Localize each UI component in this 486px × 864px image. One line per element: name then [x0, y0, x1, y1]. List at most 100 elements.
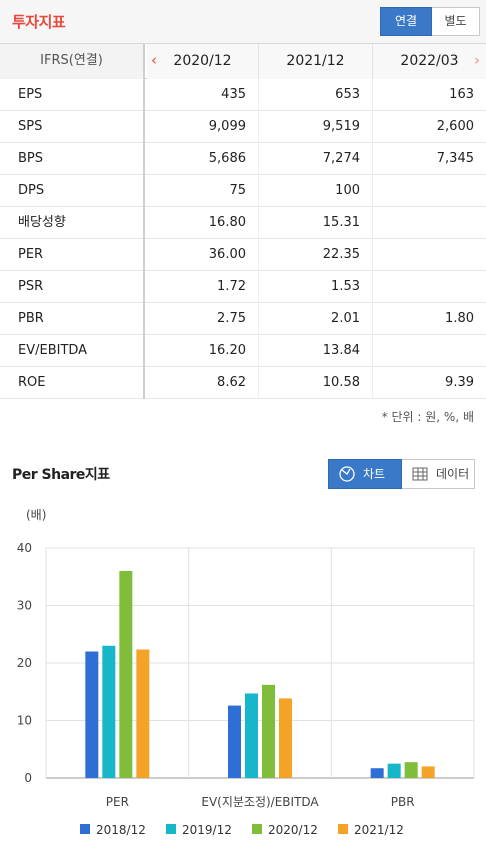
- chart-icon: [339, 466, 355, 482]
- data-view-button[interactable]: 데이터: [402, 459, 475, 489]
- table-row: PER 36.00 22.35: [0, 239, 486, 271]
- table-cell: 16.80: [147, 207, 259, 239]
- table-cell: 1.80: [445, 311, 474, 326]
- table-cell: 653: [259, 79, 373, 111]
- column-header: 2021/12: [259, 44, 373, 79]
- row-label: ROE: [0, 367, 145, 399]
- y-tick-label: 40: [17, 541, 32, 555]
- table-label-header: IFRS(연결): [0, 44, 145, 79]
- data-view-label: 데이터: [436, 467, 470, 481]
- table-cell: 7,274: [259, 143, 373, 175]
- bar: [119, 571, 133, 778]
- table-row: 배당성향 16.80 15.31: [0, 207, 486, 239]
- legend-swatch: [252, 824, 262, 834]
- table-cell: 9,099: [147, 111, 259, 143]
- table-cell: 100: [259, 175, 373, 207]
- table-cell: 2,600: [436, 119, 474, 134]
- table-row: SPS 9,099 9,519 2,600: [0, 111, 486, 143]
- bar: [370, 768, 384, 778]
- per-share-chart: (배) 0 10 20 30 40 PER EV(지분조정)/EBITDA PBR 2018/12…: [0, 500, 486, 864]
- y-tick-label: 0: [24, 771, 32, 785]
- row-label: PSR: [0, 271, 145, 303]
- table-cell: 9.39: [445, 375, 474, 390]
- table-row: EV/EBITDA 16.20 13.84: [0, 335, 486, 367]
- table-cell: 5,686: [147, 143, 259, 175]
- row-label: 배당성향: [0, 207, 145, 239]
- header-bar: 투자지표 연결 별도: [0, 0, 486, 44]
- bar: [387, 763, 401, 778]
- row-label: BPS: [0, 143, 145, 175]
- x-tick-label: PBR: [391, 795, 415, 809]
- chevron-left-icon[interactable]: ‹: [151, 51, 157, 69]
- legend-swatch: [80, 824, 90, 834]
- bar: [279, 698, 292, 778]
- table-header: IFRS(연결) 2020/12 2021/12 2022/03 ‹ ›: [0, 44, 486, 79]
- chevron-right-icon[interactable]: ›: [474, 51, 480, 69]
- row-label: PBR: [0, 303, 145, 335]
- chart-svg: (배) 0 10 20 30 40 PER EV(지분조정)/EBITDA PBR 2018/12…: [17, 508, 475, 837]
- legend-swatch: [166, 824, 176, 834]
- x-tick-label: EV(지분조정)/EBITDA: [201, 795, 319, 809]
- bar: [136, 649, 150, 778]
- table-cell: 75: [147, 175, 259, 207]
- table-cell: [373, 175, 486, 207]
- table-cell: 2.75: [147, 303, 259, 335]
- table-row: PSR 1.72 1.53: [0, 271, 486, 303]
- bar: [404, 762, 418, 778]
- unit-note: * 단위 : 원, %, 배: [381, 410, 474, 424]
- consolidated-toggle-button[interactable]: 연결: [380, 7, 432, 36]
- table-row: ROE 8.62 10.58 9.39: [0, 367, 486, 399]
- legend-label: 2020/12: [268, 823, 318, 837]
- bar: [102, 645, 116, 778]
- table-cell: 435: [147, 79, 259, 111]
- column-header: 2020/12: [147, 44, 259, 79]
- table-row: PBR 2.75 2.01 1.80: [0, 303, 486, 335]
- table-cell: [373, 239, 486, 271]
- separate-toggle-button[interactable]: 별도: [432, 7, 480, 36]
- table-cell: 10.58: [259, 367, 373, 399]
- table-row: BPS 5,686 7,274 7,345: [0, 143, 486, 175]
- table-cell: 1.53: [259, 271, 373, 303]
- y-tick-label: 30: [17, 599, 32, 613]
- chart-view-label: 차트: [363, 467, 386, 481]
- table-cell: 16.20: [147, 335, 259, 367]
- table-icon: [412, 467, 428, 481]
- section-title: Per Share지표: [12, 467, 110, 483]
- table-cell: 2.01: [259, 303, 373, 335]
- x-tick-label: PER: [106, 795, 129, 809]
- y-tick-label: 10: [17, 714, 32, 728]
- table-cell: [373, 335, 486, 367]
- row-label: PER: [0, 239, 145, 271]
- chart-view-button[interactable]: 차트: [328, 459, 402, 489]
- table-cell: 7,345: [436, 151, 474, 166]
- bar: [245, 693, 258, 778]
- table-cell: [373, 207, 486, 239]
- table-cell: [373, 271, 486, 303]
- table-cell: 15.31: [259, 207, 373, 239]
- bar: [228, 705, 241, 778]
- bar: [421, 766, 435, 778]
- row-label: DPS: [0, 175, 145, 207]
- table-cell: 22.35: [259, 239, 373, 271]
- table-cell: 1.72: [147, 271, 259, 303]
- table-row: DPS 75 100: [0, 175, 486, 207]
- y-tick-label: 20: [17, 656, 32, 670]
- table-cell: 36.00: [147, 239, 259, 271]
- y-axis-label: (배): [26, 508, 46, 522]
- row-label: EV/EBITDA: [0, 335, 145, 367]
- legend-label: 2021/12: [354, 823, 404, 837]
- legend-swatch: [338, 824, 348, 834]
- legend-label: 2018/12: [96, 823, 146, 837]
- table-row: EPS 435 653 163: [0, 79, 486, 111]
- table-cell: 163: [449, 87, 474, 102]
- legend-label: 2019/12: [182, 823, 232, 837]
- row-label: SPS: [0, 111, 145, 143]
- table-cell: 9,519: [259, 111, 373, 143]
- row-label: EPS: [0, 79, 145, 111]
- column-header: 2022/03: [373, 44, 486, 79]
- page-title: 투자지표: [12, 13, 66, 31]
- bar: [262, 684, 275, 778]
- bar: [85, 651, 99, 778]
- table-cell: 8.62: [147, 367, 259, 399]
- table-cell: 13.84: [259, 335, 373, 367]
